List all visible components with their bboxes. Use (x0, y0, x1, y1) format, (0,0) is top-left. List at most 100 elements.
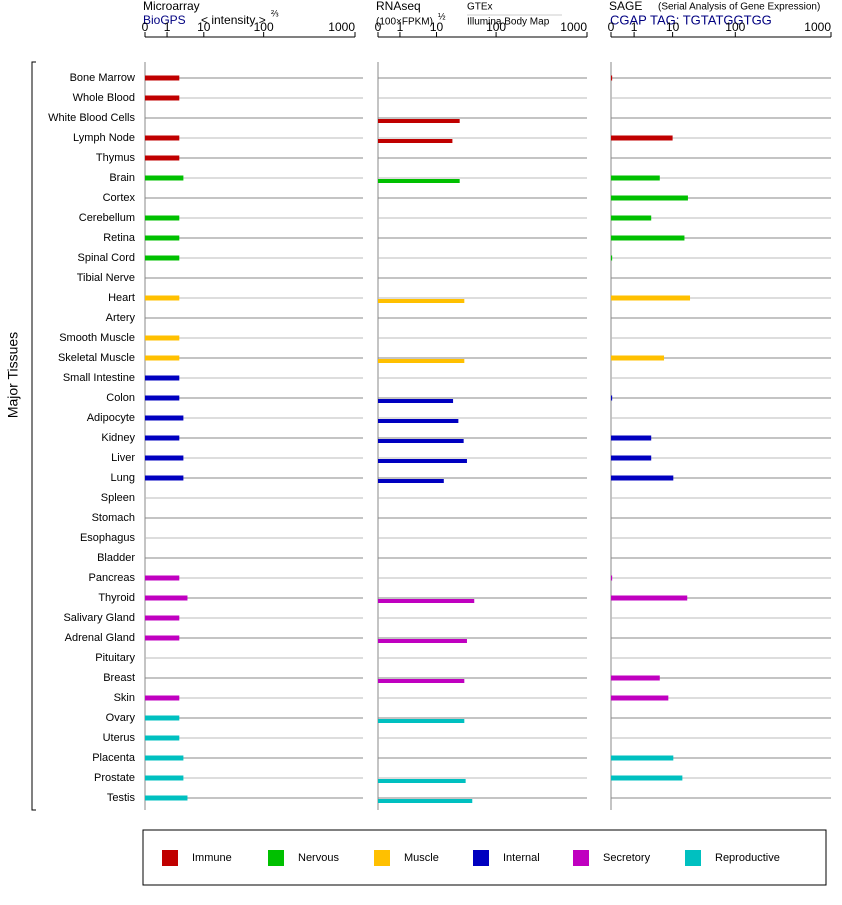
bar (378, 639, 467, 643)
bar (611, 675, 660, 681)
bar (145, 175, 184, 181)
tissue-label: Brain (109, 172, 135, 184)
legend-label: Muscle (404, 852, 439, 864)
x-tick-label: 1000 (328, 20, 355, 34)
legend-swatch (573, 850, 589, 866)
bar (145, 715, 180, 721)
bar (611, 255, 613, 261)
bar (378, 439, 464, 443)
bar (145, 415, 184, 421)
x-tick-label: 0 (142, 20, 149, 34)
x-tick-label: 100 (486, 20, 506, 34)
bar (378, 599, 475, 603)
bar (611, 175, 660, 181)
panel-note: (Serial Analysis of Gene Expression) (658, 2, 820, 13)
bar (378, 179, 460, 183)
tissue-label: Breast (103, 672, 135, 684)
x-tick-label: 0 (608, 20, 615, 34)
x-tick-label: 1 (397, 20, 404, 34)
bar (145, 615, 180, 621)
bar (378, 719, 465, 723)
legend-swatch (162, 850, 178, 866)
bar (611, 435, 652, 441)
tissue-label: Lung (111, 472, 135, 484)
panel-title: SAGE (609, 0, 642, 13)
x-tick-label: 10 (197, 20, 211, 34)
x-tick-label: 1 (631, 20, 638, 34)
tissue-label: Uterus (103, 732, 136, 744)
legend-swatch (685, 850, 701, 866)
bar (611, 475, 674, 481)
bar (611, 575, 613, 581)
tissue-label: Small Intestine (63, 372, 135, 384)
bar (145, 795, 188, 801)
tissue-label: Skin (114, 692, 135, 704)
bar (145, 75, 180, 81)
bar (145, 95, 180, 101)
bar (145, 695, 180, 701)
legend-swatch (374, 850, 390, 866)
panel-source: Illumina Body Map (467, 17, 550, 28)
tissue-label: Stomach (92, 512, 135, 524)
bar (611, 135, 673, 141)
bar (611, 595, 688, 601)
bar (378, 779, 466, 783)
tissue-label: Pituitary (95, 652, 135, 664)
tissue-label: Skeletal Muscle (58, 352, 135, 364)
bar (611, 395, 613, 401)
x-tick-label: 1 (164, 20, 171, 34)
bar (611, 75, 613, 81)
axis-label: < intensity > (201, 13, 266, 27)
x-tick-label: 1000 (804, 20, 831, 34)
legend-swatch (268, 850, 284, 866)
tissue-label: White Blood Cells (48, 112, 135, 124)
tissue-label: Salivary Gland (63, 612, 135, 624)
legend-label: Immune (192, 852, 232, 864)
bar (611, 695, 669, 701)
panel-source: CGAP TAG: TGTATGGTGG (610, 12, 772, 27)
x-tick-label: 100 (254, 20, 274, 34)
panel-title: RNAseq (376, 0, 421, 13)
bar (378, 139, 453, 143)
tissue-label: Tibial Nerve (77, 272, 135, 284)
tissue-label: Whole Blood (73, 92, 135, 104)
tissue-label: Spleen (101, 492, 135, 504)
bracket (31, 61, 36, 811)
bar (378, 799, 473, 803)
axis-exponent: ½ (438, 11, 446, 21)
bar (611, 775, 683, 781)
bar (378, 299, 465, 303)
tissue-label: Adrenal Gland (65, 632, 135, 644)
panel-source: GTEx (467, 2, 493, 13)
bar (145, 595, 188, 601)
bar (611, 195, 688, 201)
bar (145, 235, 180, 241)
tissue-label: Prostate (94, 772, 135, 784)
legend-swatch (473, 850, 489, 866)
x-tick-label: 1000 (560, 20, 587, 34)
bar (611, 295, 691, 301)
legend-label: Reproductive (715, 852, 780, 864)
bar (145, 375, 180, 381)
bar (145, 455, 184, 461)
tissue-label: Testis (107, 792, 136, 804)
bar (378, 459, 467, 463)
bar (145, 755, 184, 761)
bar (611, 755, 674, 761)
bar (378, 419, 459, 423)
bar (145, 355, 180, 361)
axis-label: (100×FPKM) (376, 17, 433, 28)
bar (145, 475, 184, 481)
tissue-label: Esophagus (80, 532, 136, 544)
tissue-label: Cortex (103, 192, 136, 204)
x-tick-label: 0 (375, 20, 382, 34)
bar (145, 295, 180, 301)
panel-title: Microarray (143, 0, 200, 13)
bar (145, 635, 180, 641)
bar (145, 435, 180, 441)
bar (378, 679, 465, 683)
bar (145, 335, 180, 341)
bar (145, 155, 180, 161)
bar (145, 735, 180, 741)
bar (611, 235, 685, 241)
